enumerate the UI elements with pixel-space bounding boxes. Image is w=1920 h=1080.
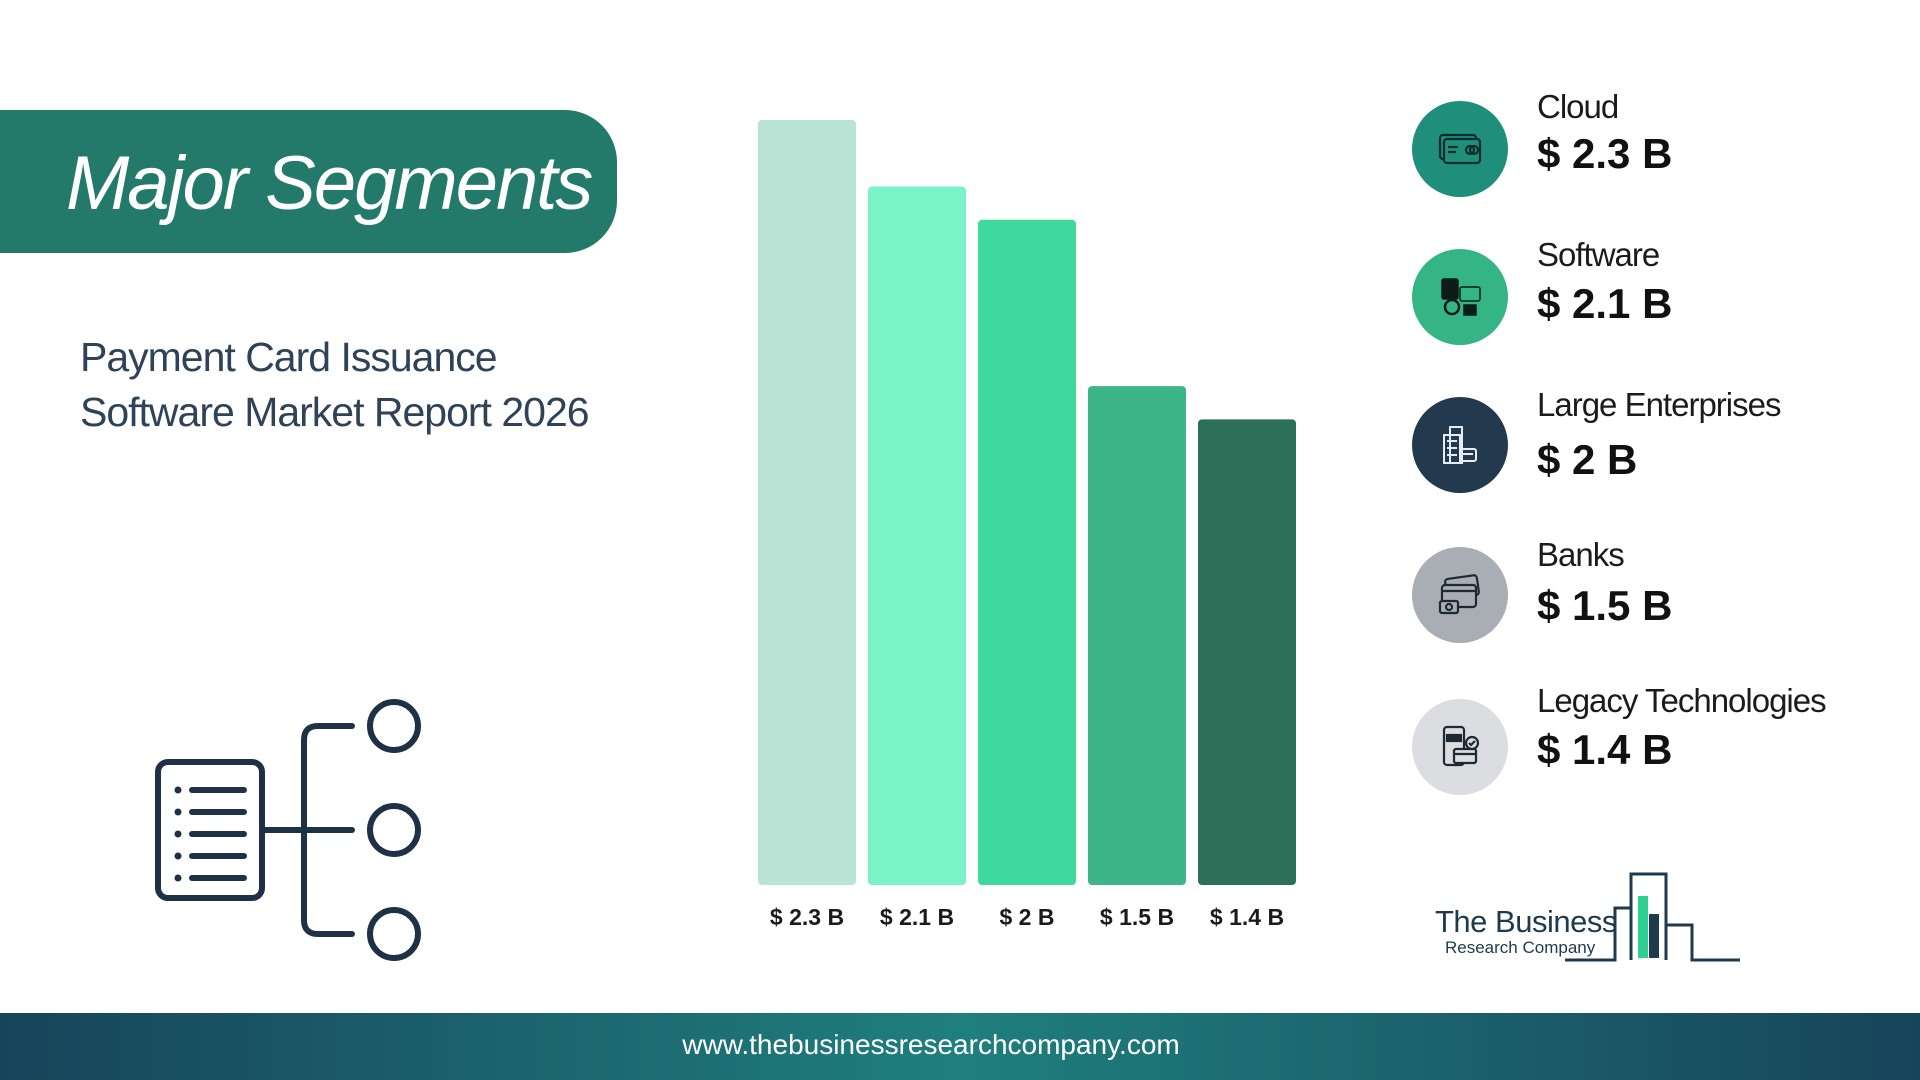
bar-software — [868, 186, 966, 885]
payment-terminal-icon — [1441, 278, 1481, 316]
segment-circle-banks — [1412, 547, 1508, 643]
segment-circle-large-enterprises — [1412, 397, 1508, 493]
segment-name: Banks — [1537, 536, 1625, 573]
logo-bars-icon — [1565, 872, 1740, 962]
cards-cash-icon — [1438, 574, 1480, 615]
segment-name: Legacy Technologies — [1537, 682, 1827, 719]
segment-value: $ 2 B — [1537, 436, 1638, 483]
segment-legend: Cloud $ 2.3 B Software $ 2.1 B Large Ent… — [1412, 88, 1912, 828]
footer-bar: www.thebusinessresearchcompany.com — [0, 1013, 1920, 1080]
segment-value: $ 2.3 B — [1537, 130, 1673, 177]
bar-banks — [1088, 386, 1186, 885]
report-title-line1: Payment Card Issuance — [80, 334, 498, 380]
segment-item-legacy-technologies: Legacy Technologies $ 1.4 B — [1412, 682, 1912, 806]
segment-name: Software — [1537, 236, 1660, 273]
segment-value: $ 1.5 B — [1537, 582, 1673, 629]
bar-legacy-technologies — [1198, 419, 1296, 885]
report-title-line2: Software Market Report 2026 — [80, 389, 590, 435]
footer-url: www.thebusinessresearchcompany.com — [682, 1029, 1180, 1060]
office-building-icon — [1443, 426, 1477, 464]
bar-value-label: $ 2 B — [1000, 904, 1055, 930]
segment-circle-cloud — [1412, 101, 1508, 197]
segment-item-large-enterprises: Large Enterprises $ 2 B — [1412, 386, 1912, 500]
segment-item-cloud: Cloud $ 2.3 B — [1412, 88, 1912, 198]
bar-value-label: $ 2.1 B — [880, 904, 954, 930]
logo-line2: Research Company — [1445, 938, 1596, 957]
title-banner: Major Segments — [0, 110, 617, 253]
bar-chart: $ 2.3 B $ 2.1 B $ 2 B $ 1.5 B $ 1.4 B — [758, 120, 1296, 930]
page-title: Major Segments — [66, 141, 593, 226]
report-title: Payment Card Issuance Software Market Re… — [80, 330, 640, 440]
company-logo: The Business Research Company — [1435, 870, 1745, 970]
bar-value-label: $ 1.4 B — [1210, 904, 1284, 930]
bar-value-label: $ 2.3 B — [770, 904, 844, 930]
segment-value: $ 2.1 B — [1537, 280, 1673, 327]
bar-cloud — [758, 120, 856, 885]
segment-value: $ 1.4 B — [1537, 726, 1673, 773]
segment-item-banks: Banks $ 1.5 B — [1412, 536, 1912, 654]
bar-large-enterprises — [978, 219, 1076, 886]
segment-item-software: Software $ 2.1 B — [1412, 236, 1912, 348]
logo-line1: The Business — [1435, 904, 1617, 939]
mobile-pay-icon — [1442, 725, 1480, 767]
bar-value-label: $ 1.5 B — [1100, 904, 1174, 930]
segment-name: Cloud — [1537, 88, 1619, 125]
segment-circle-software — [1412, 249, 1508, 345]
segment-name: Large Enterprises — [1537, 386, 1781, 423]
segment-circle-legacy-technologies — [1412, 699, 1508, 795]
segments-hierarchy-icon — [155, 699, 421, 961]
credit-card-icon — [1438, 133, 1482, 165]
